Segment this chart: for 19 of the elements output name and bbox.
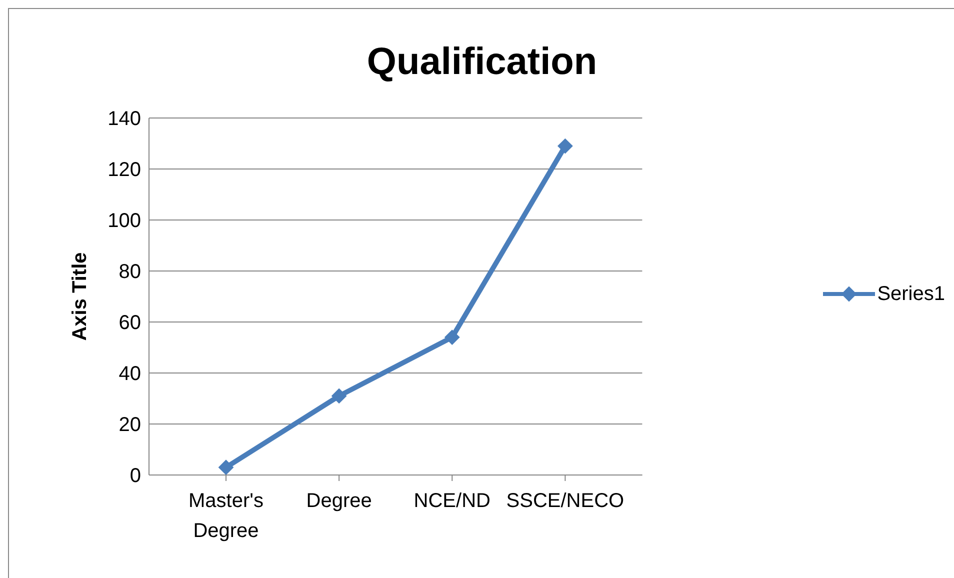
y-tick-label: 0	[130, 465, 141, 488]
point	[444, 330, 460, 345]
x-tick-label: Degree	[306, 490, 372, 512]
chart-title: Qualification	[366, 41, 598, 84]
y-tick-label: 140	[108, 108, 141, 130]
y-tick-label: 80	[118, 261, 141, 284]
x-tick-label: NCE/ND	[414, 490, 490, 512]
y-tick-label: 40	[118, 363, 141, 386]
point	[332, 388, 347, 404]
point	[558, 138, 573, 154]
x-tick-label: SSCE/NECO	[506, 490, 624, 512]
y-tick-label: 100	[108, 210, 141, 232]
y-tick-label: 120	[108, 159, 141, 182]
x-tick-label: Master's Degree	[188, 490, 264, 542]
y-tick-label: 60	[118, 312, 141, 334]
point	[218, 460, 234, 475]
legend-label: Series1	[877, 282, 945, 306]
y-tick-label: 20	[118, 414, 141, 436]
y-axis-title: Axis Title	[69, 252, 92, 341]
